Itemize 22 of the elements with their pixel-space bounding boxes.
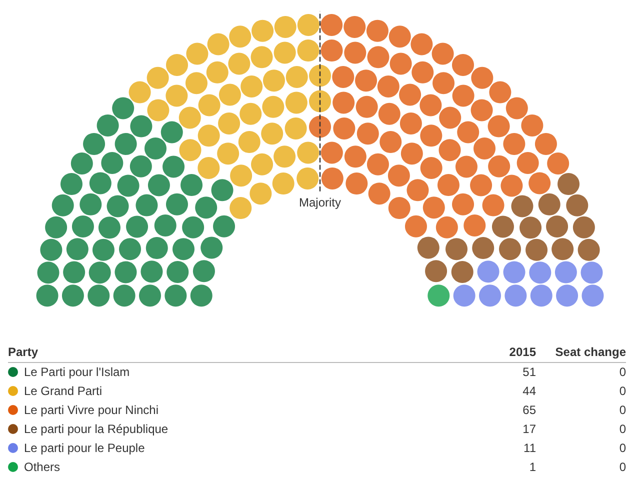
data-label: 51 — [522, 364, 536, 381]
category-label: Others — [23, 459, 62, 476]
data-label: 0 — [618, 459, 626, 476]
text: Majority — [298, 195, 342, 210]
data-label: 0 — [618, 364, 626, 381]
category-label: Le parti pour la République — [23, 421, 170, 438]
text: 2015 — [508, 344, 536, 361]
data-label: 0 — [618, 402, 626, 419]
data-label: 17 — [522, 421, 536, 438]
category-label: Le parti Vivre pour Ninchi — [23, 402, 160, 419]
data-label: 0 — [618, 421, 626, 438]
text: Seat change — [554, 344, 626, 361]
data-label: 65 — [522, 402, 536, 419]
category-label: Le Grand Parti — [23, 383, 104, 400]
data-label: 0 — [618, 383, 626, 400]
category-label: Le parti pour le Peuple — [23, 440, 146, 457]
data-label: 1 — [528, 459, 536, 476]
data-label: 44 — [522, 383, 536, 400]
data-label: 11 — [522, 440, 536, 457]
category-label: Le Parti pour l'Islam — [23, 364, 131, 381]
data-label: 0 — [618, 440, 626, 457]
legend-title: Party — [8, 344, 40, 361]
